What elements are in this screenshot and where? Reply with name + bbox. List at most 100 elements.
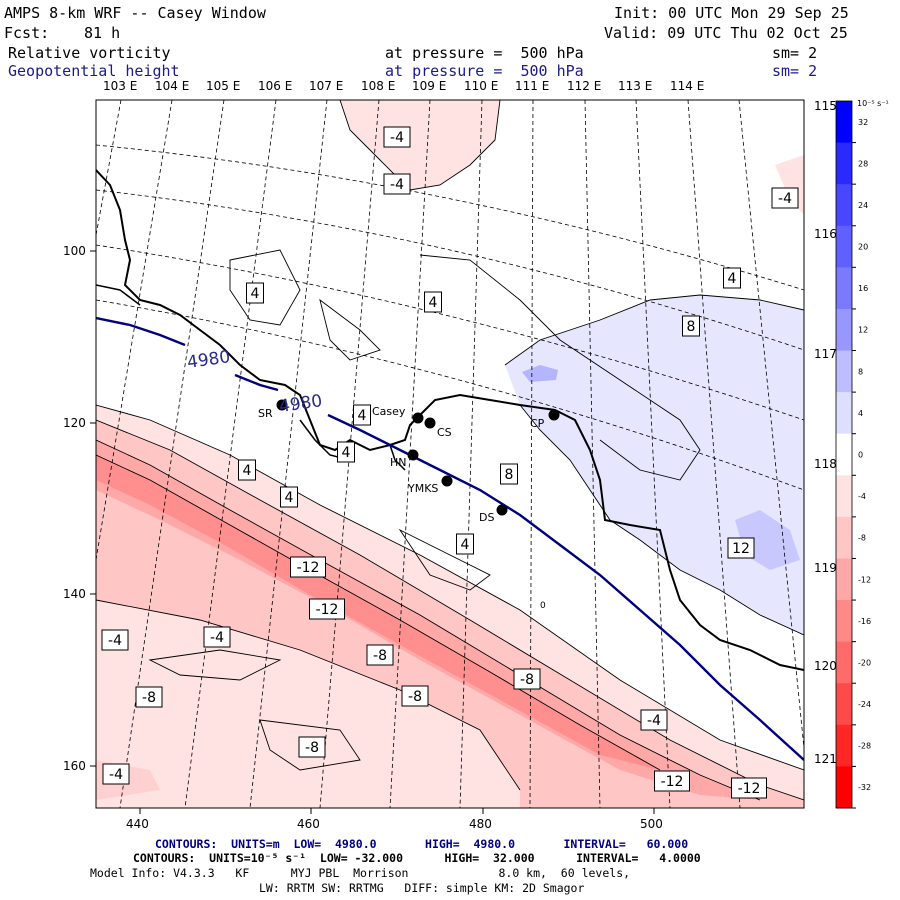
- lon-label-top: 106 E: [258, 79, 292, 93]
- x-tick-label: 500: [640, 817, 663, 831]
- forecast-hour: 81 h: [84, 24, 121, 42]
- contour-label: -4: [210, 630, 224, 646]
- valid-time: Valid: 09 UTC Thu 02 Oct 25: [604, 24, 848, 42]
- colorbar-tick-label: 28: [858, 159, 868, 168]
- contour-label: 8: [505, 467, 514, 483]
- contour-label: 4: [429, 295, 438, 311]
- field1-smoothing: sm= 2: [772, 44, 818, 62]
- colorbar-tick-label: 8: [858, 367, 863, 376]
- contour-label-box: [424, 291, 442, 313]
- contour-label: -4: [390, 177, 404, 193]
- height-label: 4980: [186, 347, 232, 373]
- pos-vort-fill-small: [522, 365, 558, 382]
- colorbar-tick-label: 4: [858, 409, 863, 418]
- lon-label-top: 104 E: [155, 79, 189, 93]
- colorbar-tick-label: -20: [858, 658, 871, 667]
- contour-label-box: [337, 441, 355, 463]
- colorbar-tick-label: -12: [858, 575, 871, 584]
- station-dot-sr: [276, 399, 288, 411]
- lon-label-top: 110 E: [464, 79, 498, 93]
- colorbar-unit-label: 10⁻⁵ s⁻¹: [857, 99, 889, 108]
- contour-label-box: [102, 763, 130, 785]
- colorbar-tick-label: 16: [858, 284, 868, 293]
- colorbar-segment: [836, 433, 852, 476]
- station-label-casey: Casey: [372, 405, 406, 418]
- x-axis-ticks: 440 460 480 500: [126, 808, 663, 831]
- contour-label: -12: [297, 560, 320, 576]
- contour-label: 0: [540, 601, 546, 611]
- station-label-ds: DS: [479, 511, 494, 524]
- colorbar-segment: [836, 516, 852, 559]
- contour-label-box: [513, 668, 541, 690]
- y-tick-label: 160: [63, 759, 86, 773]
- lon-label-top: 113 E: [618, 79, 652, 93]
- colorbar-segment: [836, 184, 852, 227]
- colorbar-tick-label: -32: [858, 783, 871, 792]
- colorbar-tick-label: -16: [858, 617, 871, 626]
- contour-label: 4: [461, 537, 470, 553]
- contour-label-box: [383, 173, 411, 195]
- contour-label-box: [366, 644, 394, 666]
- contour-label-box: [727, 537, 755, 559]
- contour-label: -12: [316, 602, 339, 618]
- contour-label-box: [640, 709, 668, 731]
- footer-physics: LW: RRTM SW: RRTMG DIFF: simple KM: 2D S…: [259, 881, 585, 895]
- colorbar-segment: [836, 683, 852, 726]
- footer-vorticity-contours: CONTOURS: UNITS=10⁻⁵ s⁻¹ LOW= -32.000 HI…: [133, 851, 701, 865]
- forecast-label: Fcst:: [4, 24, 50, 42]
- field2-smoothing: sm= 2: [772, 62, 818, 80]
- neg-vort-lower-left: [96, 600, 520, 808]
- contour-label: -8: [373, 648, 387, 664]
- colorbar-tick-label: -4: [858, 492, 866, 501]
- contour-label-box: [731, 777, 767, 799]
- footer-model-info: Model Info: V4.3.3 KF MYJ PBL Morrison 8…: [90, 866, 631, 880]
- station-dot-hn: [407, 449, 419, 461]
- station-label-hn: HN: [390, 456, 407, 469]
- colorbar-segment: [836, 558, 852, 601]
- pos-vort-fill-outer: [505, 295, 804, 635]
- contour-label: -4: [390, 130, 404, 146]
- colorbar-segment: [836, 308, 852, 352]
- height-label: 4980: [278, 391, 324, 417]
- contour-label: -4: [647, 713, 661, 729]
- contour-label: -4: [778, 191, 792, 207]
- neg-vort-top-blob: [340, 100, 500, 190]
- contour-label-box: [682, 315, 700, 337]
- contour-label: -12: [661, 774, 684, 790]
- contour-label-box: [280, 486, 298, 508]
- contour-label: -8: [305, 740, 319, 756]
- station-dot-casey: [412, 412, 424, 424]
- contour-label-box: [203, 626, 231, 648]
- vorticity-contours: [96, 100, 804, 801]
- y-tick-label: 100: [63, 244, 86, 258]
- lon-label-top: 109 E: [412, 79, 446, 93]
- longitude-lines: [96, 100, 804, 808]
- colorbar-segment: [836, 766, 852, 809]
- lon-label-top: 108 E: [361, 79, 395, 93]
- contour-label-box: [298, 736, 326, 758]
- lon-label-top: 105 E: [206, 79, 240, 93]
- contour-label: 8: [687, 319, 696, 335]
- contour-label-box: [401, 685, 429, 707]
- lon-label-top: 112 E: [567, 79, 601, 93]
- station-label-sr: SR: [258, 407, 273, 420]
- coastline: [96, 169, 804, 671]
- station-labels: SR Casey CS HN YMKS DS CP: [258, 405, 545, 524]
- y-tick-label: 140: [63, 587, 86, 601]
- colorbar: 32 28 24 20 16 12 8 4 0 -4 -8 -12 -16 -20 -24 -28 -32: [835, 100, 871, 809]
- footer-height-contours: CONTOURS: UNITS=m LOW= 4980.0 HIGH= 4980…: [155, 837, 689, 851]
- contour-label-box: [101, 629, 129, 651]
- y-axis-ticks: 100 120 140 160: [63, 244, 96, 773]
- contour-label: 4: [358, 408, 367, 424]
- lon-label-top: 103 E: [103, 79, 137, 93]
- colorbar-tick-label: -8: [858, 534, 866, 543]
- field2-name: Geopotential height: [8, 62, 180, 80]
- station-label-ymks: YMKS: [407, 482, 438, 495]
- lon-label-top: 114 E: [670, 79, 704, 93]
- contour-label-box: [238, 459, 256, 481]
- latitude-lines: [96, 144, 804, 491]
- station-dot-cs: [424, 417, 436, 429]
- contour-label-box: [290, 556, 326, 578]
- colorbar-segment: [836, 267, 852, 310]
